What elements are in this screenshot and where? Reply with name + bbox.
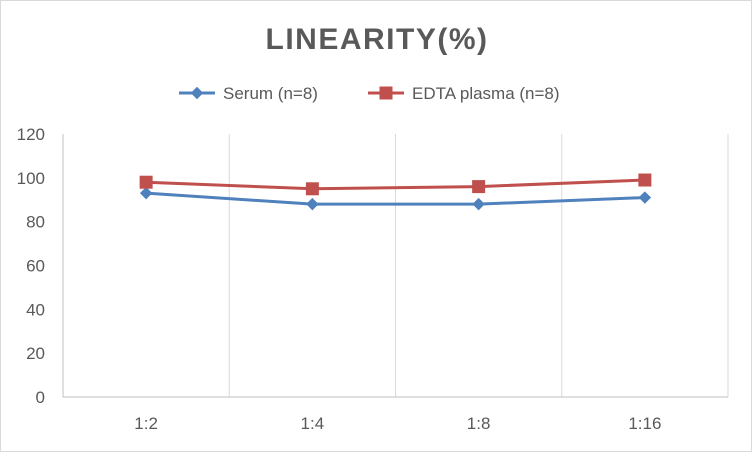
y-tick-label: 80 <box>26 213 45 232</box>
series-serum <box>139 186 652 211</box>
axes <box>62 134 728 398</box>
series-line <box>146 191 645 206</box>
diamond-marker <box>139 186 153 200</box>
x-axis-tick-labels: 1:2 1:4 1:8 1:16 <box>134 414 661 433</box>
legend: Serum (n=8) EDTA plasma (n=8) <box>179 84 560 103</box>
x-tick-label: 1:16 <box>628 414 661 433</box>
square-marker <box>638 173 652 187</box>
diamond-marker <box>306 197 319 211</box>
diamond-marker <box>638 191 652 204</box>
square-marker <box>472 180 486 194</box>
legend-diamond-marker <box>190 86 204 100</box>
series-group <box>139 173 652 211</box>
legend-label: Serum (n=8) <box>223 84 318 103</box>
y-tick-label: 120 <box>17 125 45 144</box>
legend-item: Serum (n=8) <box>179 84 318 103</box>
legend-square-marker <box>379 86 393 100</box>
square-marker <box>139 175 153 189</box>
x-tick-label: 1:8 <box>467 414 491 433</box>
x-tick-label: 1:4 <box>301 414 325 433</box>
legend-label: EDTA plasma (n=8) <box>412 84 560 103</box>
y-axis-tick-labels: 0 20 40 60 80 100 120 <box>17 125 45 407</box>
diamond-marker <box>472 197 485 211</box>
y-tick-label: 60 <box>26 257 45 276</box>
series-edta-plasma <box>139 173 652 196</box>
square-marker <box>305 182 319 196</box>
x-tick-label: 1:2 <box>134 414 158 433</box>
legend-item: EDTA plasma (n=8) <box>368 84 560 103</box>
series-line <box>146 178 645 191</box>
y-tick-label: 0 <box>36 388 45 407</box>
y-tick-label: 20 <box>26 344 45 363</box>
y-tick-label: 100 <box>17 169 45 188</box>
gridlines <box>62 134 729 397</box>
y-tick-label: 40 <box>26 300 45 319</box>
chart-title: LINEARITY(%) <box>266 23 489 56</box>
